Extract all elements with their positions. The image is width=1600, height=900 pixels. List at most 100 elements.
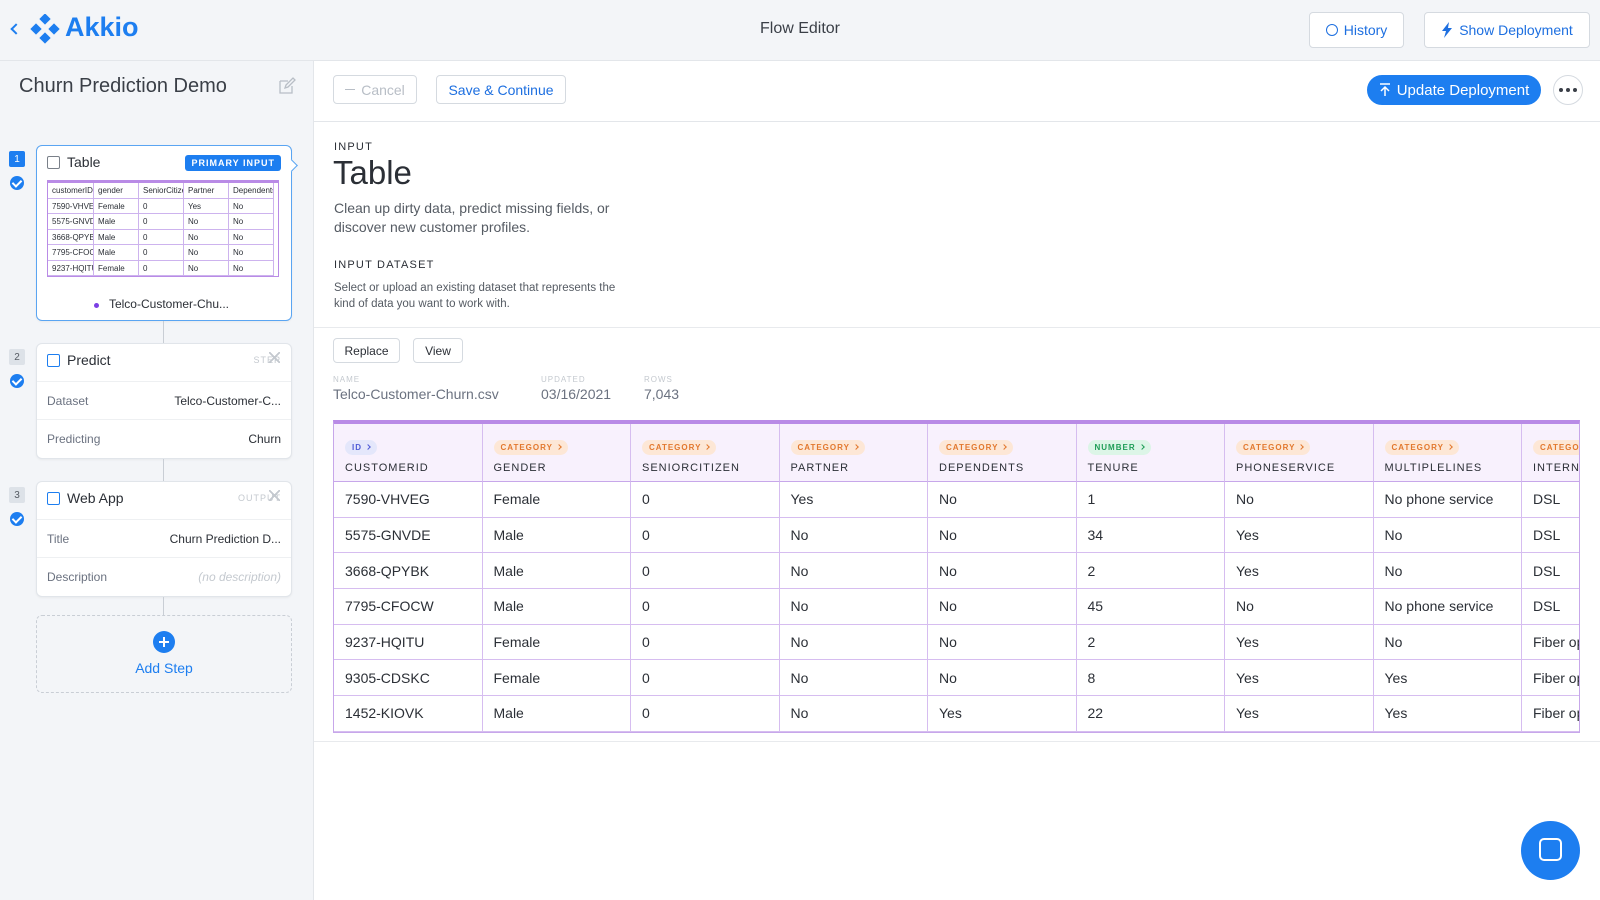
table-cell: 9237-HQITU [334,624,483,661]
preview-cell: No [229,198,274,214]
meta-label: UPDATED [541,375,586,384]
view-button[interactable]: View [413,338,463,363]
column-name: TENURE [1087,462,1139,474]
table-cell: 0 [631,517,780,554]
table-cell: Fiber optic [1522,660,1579,697]
step-name: Web App [67,490,124,506]
table-cell: No [928,482,1077,518]
column-name: PARTNER [790,462,850,474]
more-button[interactable] [1553,75,1583,105]
column-header[interactable]: CATEGORY DEPENDENTS [928,424,1077,482]
preview-cell: 7590-VHVEG [48,198,94,214]
preview-cell: 0 [139,260,184,276]
section-description: Clean up dirty data, predict missing fie… [334,200,610,235]
connector [163,321,164,343]
column-header[interactable]: CATEGORY INTERNETSERVICE [1522,424,1579,482]
table-cell: 2 [1076,624,1225,661]
table-cell: 7590-VHVEG [334,482,483,518]
table-cell: No [779,553,928,590]
add-step[interactable]: Add Step [36,615,292,693]
step-name: Table [67,154,101,170]
field-key: Title [47,531,70,546]
cancel-button[interactable]: Cancel [333,75,417,104]
table-cell: Fiber optic [1522,625,1579,661]
table-cell: 9305-CDSKC [334,660,483,697]
header: Akkio Flow Editor History Show Deploymen… [0,0,1600,61]
preview-header: Dependents [229,183,274,199]
table-cell: Yes [1373,660,1522,697]
step-card[interactable]: Table PRIMARY INPUT customerID gender Senior… [36,145,292,321]
add-icon [153,631,175,653]
history-button[interactable]: History [1309,12,1404,48]
close-icon[interactable] [269,352,280,363]
table-cell: 5575-GNVDE [334,517,483,554]
table-cell: No [928,589,1077,625]
table-cell: 0 [631,589,780,625]
step-card[interactable]: Web App OUTPUT Title Churn Prediction D... D… [36,481,292,597]
field-value: (no description) [198,569,281,584]
column-header[interactable]: CATEGORY MULTIPLELINES [1373,424,1522,482]
preview-cell: 9237-HQITU [48,260,94,276]
table-cell: Male [482,553,631,590]
preview-cell: No [184,214,229,230]
table-cell: DSL [1522,589,1579,625]
column-name: GENDER [493,462,547,474]
column-header[interactable]: CATEGORY PARTNER [779,424,928,482]
preview-cell: Female [94,198,139,214]
table-cell: 3668-QPYBK [334,553,483,590]
step-field: Predicting Churn [37,419,291,457]
dataset-dot [94,303,99,308]
dataset-description: Select or upload an existing dataset tha… [334,282,616,310]
step-name: Predict [67,352,111,368]
replace-button[interactable]: Replace [333,338,400,363]
table-cell: No [1373,624,1522,661]
show-deployment-button[interactable]: Show Deployment [1424,12,1590,48]
table-cell: Yes [1225,553,1374,590]
back-icon[interactable] [10,23,22,35]
preview-cell: Male [94,245,139,261]
column-header[interactable]: CATEGORY SENIORCITIZEN [631,424,780,482]
step-icon [47,156,60,169]
column-header[interactable]: CATEGORY GENDER [482,424,631,482]
table-cell: No [928,553,1077,590]
close-icon[interactable] [269,490,280,501]
preview-cell: No [184,229,229,245]
update-deployment-button[interactable]: Update Deployment [1367,75,1541,105]
edit-icon[interactable] [278,77,296,95]
table-cell: No [928,660,1077,697]
section-label: INPUT [334,141,373,153]
preview-cell: Male [94,229,139,245]
column-name: PHONESERVICE [1236,462,1336,474]
column-header[interactable]: ID CUSTOMERID [334,424,483,482]
step-badge: PRIMARY INPUT [185,155,281,171]
column-header[interactable]: CATEGORY PHONESERVICE [1225,424,1374,482]
preview-cell: 3668-QPYBK [48,229,94,245]
preview-cell: 0 [139,229,184,245]
chat-button[interactable] [1521,821,1580,880]
table-cell: No phone service [1373,482,1522,518]
divider [314,327,1600,328]
type-pill: CATEGORY [1236,440,1311,455]
step-number: 3 [9,487,25,503]
sidebar: Churn Prediction Demo 1 Table PRIMARY INPU… [0,61,313,900]
table-cell: 1452-KIOVK [334,696,483,732]
table-cell: No [1225,482,1374,518]
table-cell: Yes [928,696,1077,732]
step-check [10,176,24,190]
field-value: Telco-Customer-C... [174,393,281,408]
field-value: Churn [248,431,281,446]
table-cell: DSL [1522,482,1579,518]
save-continue-button[interactable]: Save & Continue [436,75,566,104]
preview-cell: Yes [184,198,229,214]
data-table: ID CUSTOMERID CATEGORY GENDER CATEGORY SENIOR… [333,420,1580,733]
table-cell: Yes [1225,660,1374,697]
step-badge: OUTPUT [238,493,281,503]
arrow-icon [345,89,356,90]
column-header[interactable]: NUMBER TENURE [1076,424,1225,482]
type-pill: CATEGORY [939,440,1014,455]
table-cell: 0 [631,553,780,590]
step-card[interactable]: Predict STEP Dataset Telco-Customer-C... Pre… [36,343,292,459]
table-cell: Fiber optic [1522,696,1579,732]
preview-table: customerIDgenderSeniorCitizenPartnerDepe… [47,180,279,277]
